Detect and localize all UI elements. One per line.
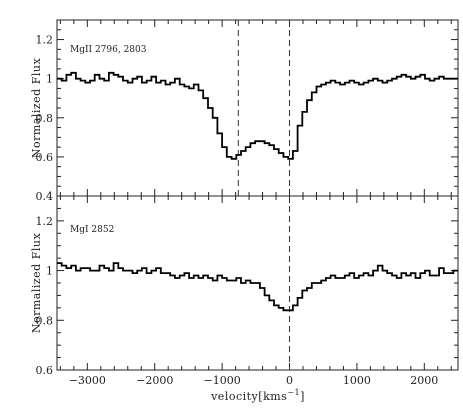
y-tick-label: 1.2 xyxy=(36,34,54,47)
y-tick-label: 0.4 xyxy=(36,190,54,203)
species-label: MgI 2852 xyxy=(70,225,114,235)
x-tick-label: −1000 xyxy=(204,374,241,387)
species-label: MgII 2796, 2803 xyxy=(70,45,147,55)
y-tick-label: 1 xyxy=(46,73,53,86)
x-tick-label: −3000 xyxy=(69,374,106,387)
flux-step-line xyxy=(57,262,458,312)
x-tick-label: −2000 xyxy=(136,374,173,387)
y-tick-label: 0.6 xyxy=(36,151,54,164)
y-tick-label: 1.2 xyxy=(36,215,54,228)
y-tick-label: 1 xyxy=(46,265,53,278)
mgii-panel: 0.4 0.6 0.8 1 1.2 Normalized Flux MgII 2796, 2… xyxy=(30,19,459,203)
mgi-panel: −3000 −2000 −1000 0 1000 2000 0.6 0.8 1 1.2 Normal… xyxy=(30,195,459,387)
y-axis-label: Normalized Flux xyxy=(30,233,43,334)
x-tick-label: 0 xyxy=(286,374,293,387)
flux-step-line xyxy=(57,71,458,160)
y-tick-label: 0.8 xyxy=(36,314,54,327)
y-tick-label: 0.8 xyxy=(36,112,54,125)
x-tick-label: 2000 xyxy=(410,374,438,387)
x-tick-label: 1000 xyxy=(343,374,371,387)
x-axis-label: velocity[kms−1] xyxy=(210,388,305,403)
y-axis-label: Normalized Flux xyxy=(30,58,43,159)
y-tick-label: 0.6 xyxy=(36,364,54,377)
